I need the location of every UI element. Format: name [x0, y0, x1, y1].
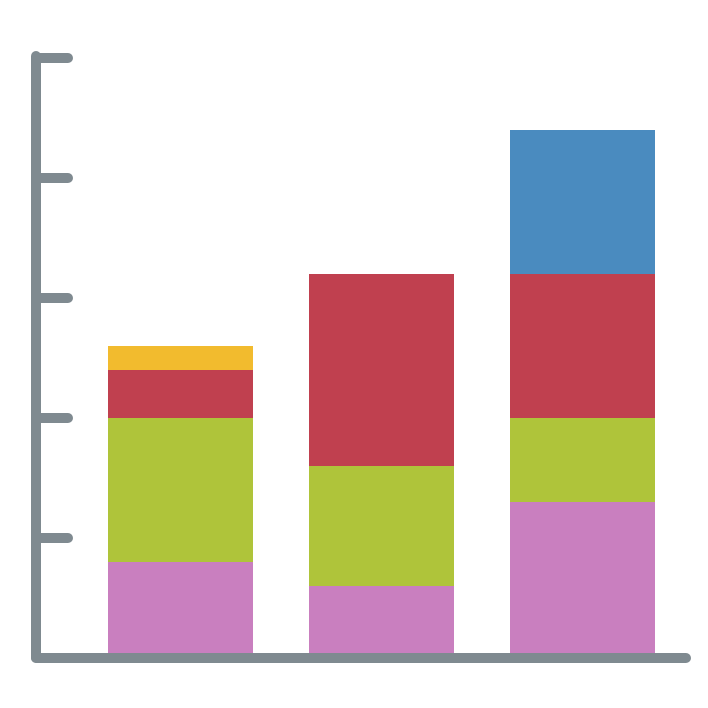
bar-segment — [108, 370, 253, 418]
bar-segment — [309, 274, 454, 466]
bar-segment — [510, 130, 655, 274]
bar-segment — [510, 274, 655, 418]
bar-segment — [108, 562, 253, 658]
bar-segment — [309, 586, 454, 658]
bar-segment — [108, 346, 253, 370]
bar-segment — [309, 466, 454, 586]
axes — [31, 51, 691, 663]
bar-segment — [510, 502, 655, 658]
bar-segment — [108, 418, 253, 562]
bar-segment — [510, 418, 655, 502]
bars — [108, 130, 655, 658]
